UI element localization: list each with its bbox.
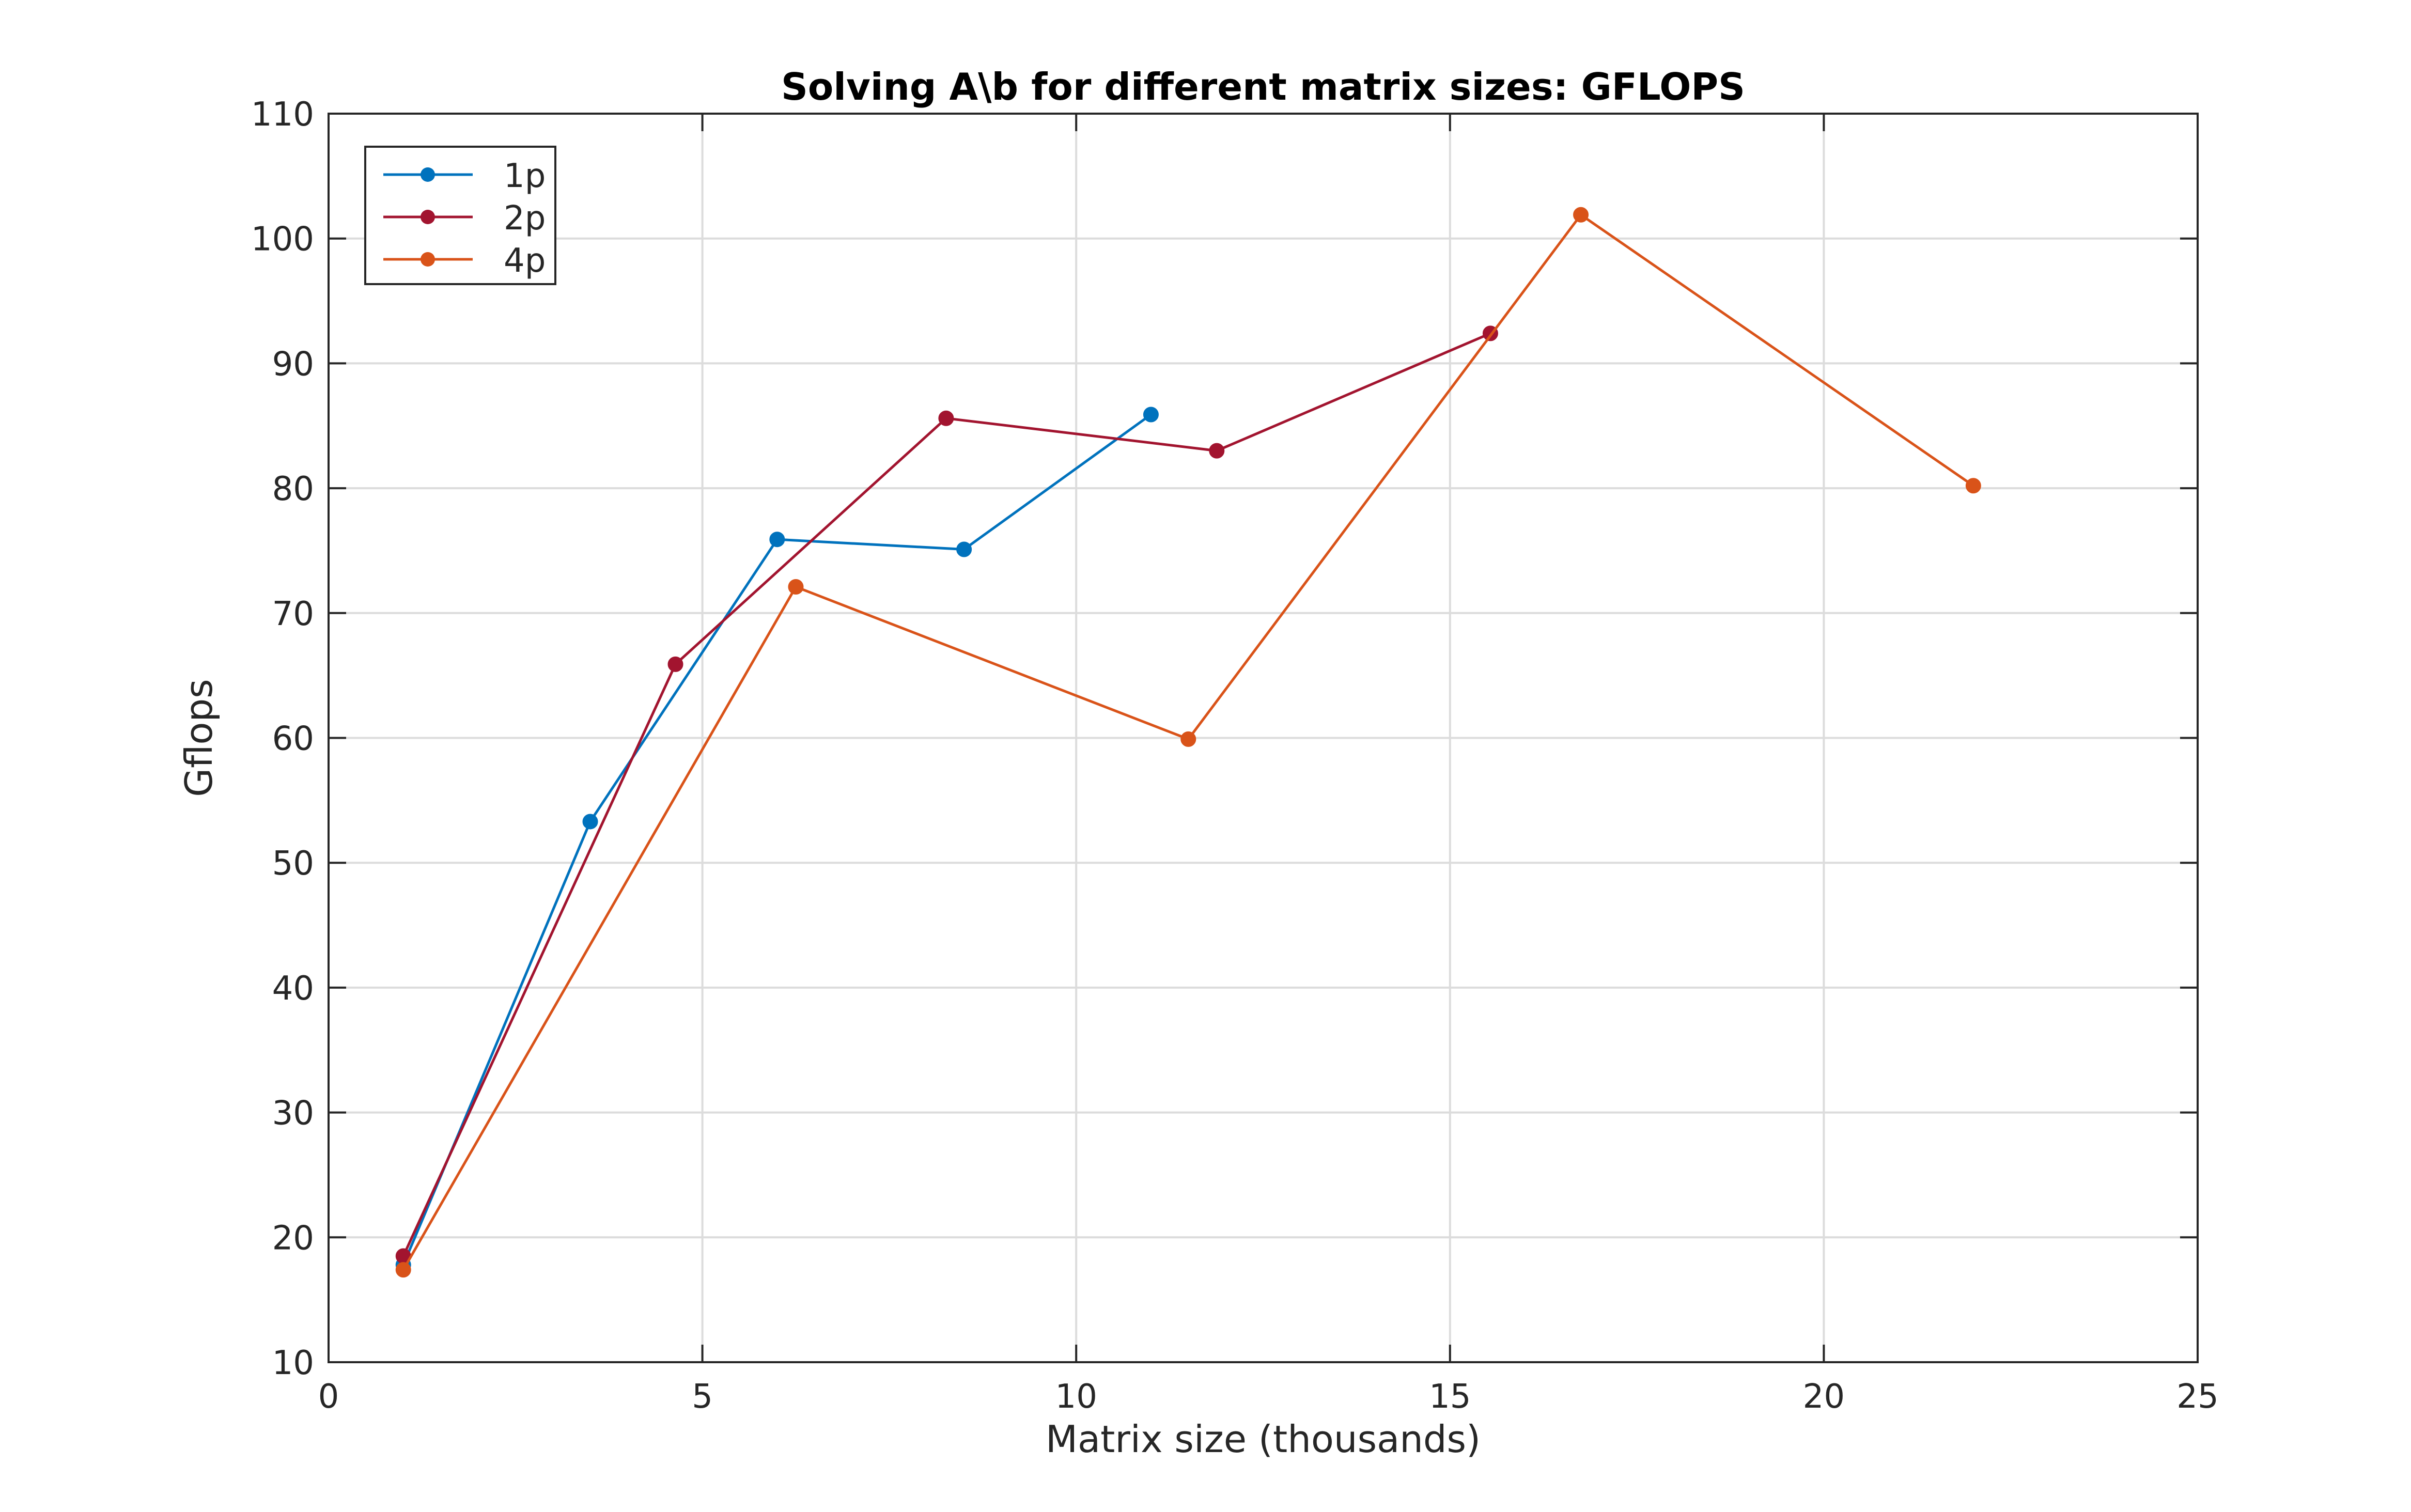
x-tick-label: 25 xyxy=(2176,1378,2218,1416)
legend-marker-1p xyxy=(421,167,435,182)
y-tick-label: 100 xyxy=(251,221,314,259)
data-series xyxy=(395,207,1981,1278)
data-point-2p xyxy=(938,410,954,426)
legend-label-1p: 1p xyxy=(504,157,546,195)
series-4p xyxy=(395,207,1981,1278)
data-point-4p xyxy=(1180,731,1196,747)
y-tick-label: 30 xyxy=(272,1095,314,1133)
chart-title: Solving A\b for different matrix sizes: … xyxy=(781,65,1745,108)
y-tick-label: 10 xyxy=(272,1344,314,1382)
y-tick-label: 80 xyxy=(272,470,314,508)
data-point-4p xyxy=(1965,478,1981,494)
data-point-4p xyxy=(395,1262,411,1278)
y-tick-label: 50 xyxy=(272,845,314,883)
data-point-4p xyxy=(1573,207,1589,223)
legend-label-2p: 2p xyxy=(504,199,546,238)
legend-label-4p: 4p xyxy=(504,242,546,280)
y-tick-label: 60 xyxy=(272,720,314,758)
y-tick-label: 90 xyxy=(272,345,314,383)
legend-marker-4p xyxy=(421,252,435,267)
grid-lines xyxy=(329,114,2198,1362)
y-tick-label: 70 xyxy=(272,595,314,633)
data-point-2p xyxy=(1209,443,1225,459)
data-point-1p xyxy=(769,532,785,548)
data-point-1p xyxy=(1143,407,1159,423)
x-axis-label: Matrix size (thousands) xyxy=(1046,1417,1481,1461)
data-point-2p xyxy=(667,656,683,672)
x-tick-label: 10 xyxy=(1055,1378,1097,1416)
data-point-4p xyxy=(788,579,804,595)
data-point-1p xyxy=(956,541,972,557)
y-tick-label: 110 xyxy=(251,96,314,134)
axis-ticks: 0 5 10 15 20 25 10 20 30 40 50 60 70 80 90 100 110 xyxy=(251,96,2219,1416)
x-tick-label: 5 xyxy=(692,1378,713,1416)
data-point-1p xyxy=(582,814,598,830)
x-tick-label: 0 xyxy=(318,1378,339,1416)
legend: 1p 2p 4p xyxy=(364,146,556,285)
legend-marker-2p xyxy=(421,210,435,224)
x-tick-label: 20 xyxy=(1803,1378,1845,1416)
legend-box xyxy=(364,146,556,285)
y-tick-label: 40 xyxy=(272,970,314,1008)
y-tick-label: 20 xyxy=(272,1219,314,1257)
x-tick-label: 15 xyxy=(1429,1378,1471,1416)
y-axis-label: Gflops xyxy=(177,679,221,797)
